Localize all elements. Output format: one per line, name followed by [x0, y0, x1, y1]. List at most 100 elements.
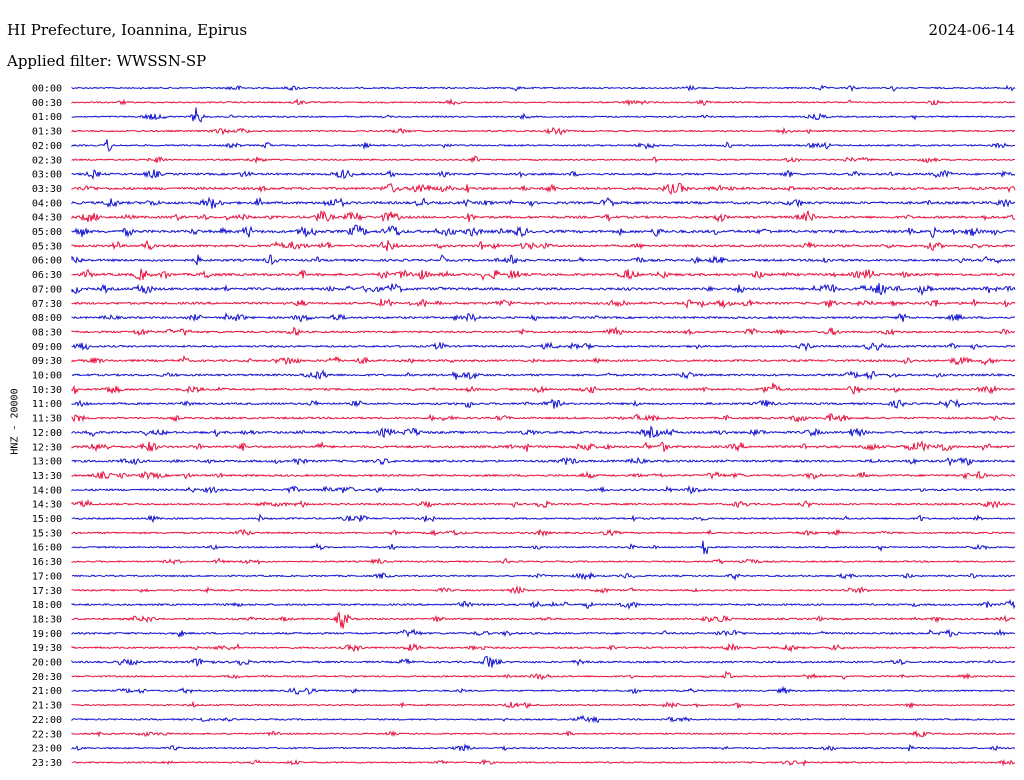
seismic-trace: [71, 513, 1016, 524]
time-tick-label: 14:30: [32, 500, 62, 511]
seismic-trace: [71, 557, 1016, 566]
time-tick-label: 22:30: [32, 729, 62, 740]
time-tick-label: 10:00: [32, 371, 62, 382]
time-tick-label: 06:00: [32, 256, 62, 267]
filter-label: Applied filter: WWSSN-SP: [7, 52, 207, 70]
seismic-trace: [71, 598, 1016, 610]
seismic-trace: [71, 254, 1016, 266]
time-tick-label: 14:00: [32, 485, 62, 496]
time-tick-label: 08:00: [32, 313, 62, 324]
time-tick-label: 20:00: [32, 658, 62, 669]
time-tick-label: 21:00: [32, 686, 62, 697]
seismic-trace: [71, 155, 1016, 165]
seismic-trace: [71, 209, 1016, 223]
seismic-trace: [71, 628, 1016, 638]
time-tick-label: 08:30: [32, 327, 62, 338]
station-title: HI Prefecture, Ioannina, Epirus: [7, 21, 248, 39]
seismic-trace: [71, 642, 1016, 653]
seismic-trace: [71, 456, 1016, 467]
seismic-trace: [71, 354, 1016, 367]
time-tick-label: 04:30: [32, 213, 62, 224]
seismic-trace: [71, 758, 1016, 767]
seismic-trace: [71, 425, 1016, 439]
time-tick-label: 04:00: [32, 198, 62, 209]
seismic-trace: [71, 440, 1016, 453]
time-tick-label: 17:30: [32, 586, 62, 597]
time-tick-label: 11:30: [32, 414, 62, 425]
seismic-trace: [71, 585, 1016, 595]
seismic-trace: [71, 341, 1016, 352]
seismic-trace: [71, 655, 1016, 668]
seismic-trace: [71, 470, 1016, 481]
seismic-trace: [71, 714, 1016, 724]
time-tick-label: 18:00: [32, 600, 62, 611]
seismic-trace: [71, 282, 1016, 297]
time-tick-label: 01:00: [32, 112, 62, 123]
time-tick-label: 10:30: [32, 385, 62, 396]
time-tick-label: 03:00: [32, 170, 62, 181]
seismic-trace: [71, 611, 1016, 629]
seismic-trace: [71, 224, 1016, 239]
seismic-trace: [71, 84, 1016, 93]
time-tick-label: 13:30: [32, 471, 62, 482]
record-date: 2024-06-14: [928, 21, 1015, 39]
seismic-trace: [71, 498, 1016, 509]
time-tick-label: 05:00: [32, 227, 62, 238]
time-tick-label: 00:30: [32, 98, 62, 109]
time-tick-label: 05:30: [32, 241, 62, 252]
seismic-trace: [71, 412, 1016, 423]
time-tick-label: 23:00: [32, 744, 62, 755]
seismic-trace: [71, 182, 1016, 196]
seismic-trace: [71, 670, 1016, 681]
time-tick-label: 02:00: [32, 141, 62, 152]
seismic-trace: [71, 382, 1016, 395]
seismic-trace: [71, 312, 1016, 323]
time-tick-label: 22:00: [32, 715, 62, 726]
time-tick-label: 16:30: [32, 557, 62, 568]
seismic-trace: [71, 98, 1016, 107]
seismic-trace: [71, 700, 1016, 710]
seismic-trace: [71, 126, 1016, 136]
seismic-trace: [71, 528, 1016, 537]
time-tick-label: 03:30: [32, 184, 62, 195]
time-tick-label: 23:30: [32, 758, 62, 769]
time-tick-label: 11:00: [32, 399, 62, 410]
seismic-trace: [71, 326, 1016, 337]
time-tick-label: 07:30: [32, 299, 62, 310]
time-tick-label: 12:30: [32, 442, 62, 453]
seismic-trace: [71, 298, 1016, 310]
time-tick-label: 15:00: [32, 514, 62, 525]
time-tick-label: 13:00: [32, 457, 62, 468]
time-tick-label: 09:00: [32, 342, 62, 353]
time-tick-label: 16:00: [32, 543, 62, 554]
time-tick-label: 09:30: [32, 356, 62, 367]
seismic-trace: [71, 268, 1016, 282]
seismic-trace: [71, 743, 1016, 752]
seismic-trace: [71, 540, 1016, 555]
seismic-trace: [71, 139, 1016, 152]
seismic-trace: [71, 196, 1016, 209]
time-tick-label: 07:00: [32, 284, 62, 295]
time-tick-label: 19:30: [32, 643, 62, 654]
time-tick-label: 15:30: [32, 528, 62, 539]
time-tick-label: 20:30: [32, 672, 62, 683]
seismic-trace: [71, 571, 1016, 581]
seismic-trace: [71, 239, 1016, 252]
seismic-trace: [71, 729, 1016, 739]
time-tick-label: 00:00: [32, 84, 62, 95]
time-tick-label: 21:30: [32, 701, 62, 712]
seismic-trace: [71, 685, 1016, 696]
time-tick-label: 06:30: [32, 270, 62, 281]
time-tick-label: 12:00: [32, 428, 62, 439]
time-tick-label: 01:30: [32, 127, 62, 138]
time-tick-label: 17:00: [32, 571, 62, 582]
time-tick-label: 02:30: [32, 155, 62, 166]
seismic-trace: [71, 107, 1016, 123]
seismic-trace: [71, 169, 1016, 181]
time-tick-label: 18:30: [32, 614, 62, 625]
seismic-trace: [71, 484, 1016, 495]
seismic-trace: [71, 398, 1016, 409]
time-tick-label: 19:00: [32, 629, 62, 640]
seismic-trace: [71, 369, 1016, 381]
